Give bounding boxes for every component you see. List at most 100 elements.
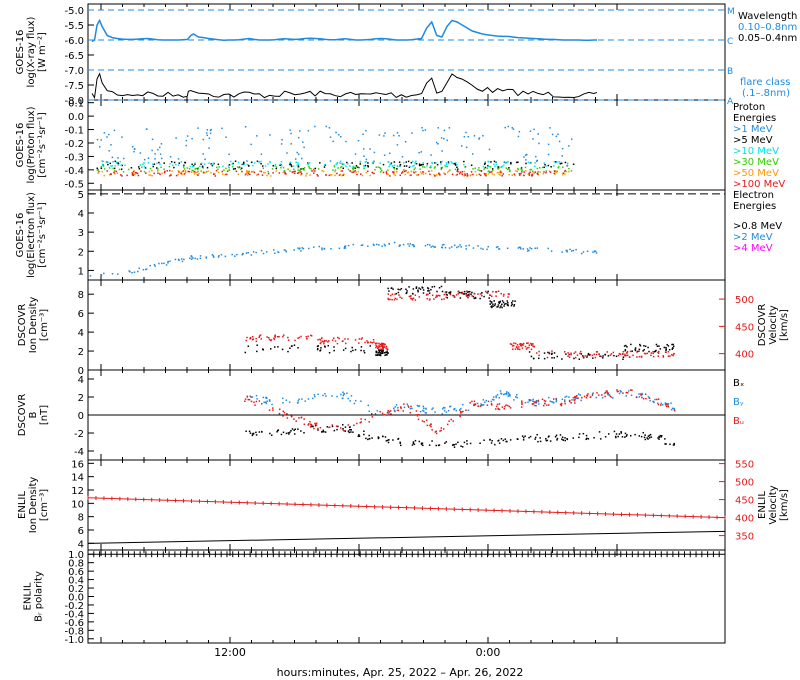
data-point	[407, 243, 409, 245]
data-point	[157, 172, 159, 175]
data-point	[328, 340, 330, 342]
data-point	[338, 247, 341, 250]
data-point	[473, 403, 476, 405]
data-point	[586, 250, 589, 252]
data-point	[667, 403, 670, 405]
data-point	[437, 294, 440, 297]
data-point	[481, 404, 483, 406]
data-point	[445, 162, 448, 164]
data-point	[458, 172, 461, 175]
data-point	[548, 396, 550, 399]
data-point	[500, 166, 502, 168]
data-point	[192, 164, 195, 167]
data-point	[186, 167, 189, 169]
data-point	[430, 154, 432, 156]
data-point	[212, 162, 215, 165]
data-point	[190, 258, 193, 260]
data-point	[183, 168, 186, 170]
y-tick-label: 10	[71, 499, 84, 510]
data-point	[367, 165, 370, 168]
data-point	[347, 397, 349, 400]
data-point	[624, 436, 626, 438]
data-point	[296, 164, 299, 167]
data-point	[587, 352, 590, 355]
data-point	[621, 353, 624, 355]
legend-entry: >5 MeV	[733, 135, 773, 146]
data-point	[415, 410, 418, 412]
data-point	[201, 165, 204, 168]
data-point	[317, 427, 319, 430]
data-point	[303, 418, 305, 420]
data-point	[312, 246, 315, 248]
data-point	[490, 400, 493, 403]
data-point	[451, 173, 454, 176]
data-point	[407, 160, 410, 163]
data-point	[570, 138, 573, 140]
data-point	[360, 421, 363, 423]
data-point	[352, 243, 355, 246]
data-point	[317, 338, 319, 341]
data-point	[434, 174, 437, 177]
y-tick-label: 4	[78, 375, 84, 386]
data-point	[521, 402, 523, 404]
data-point	[321, 247, 323, 249]
data-point	[595, 252, 598, 254]
data-point	[555, 400, 557, 403]
data-point	[564, 439, 566, 442]
data-point	[370, 413, 373, 415]
data-point	[444, 173, 446, 175]
data-point	[507, 395, 510, 397]
data-point	[284, 171, 286, 174]
legend-entry: Proton	[733, 102, 765, 113]
data-point	[619, 353, 622, 355]
data-point	[396, 144, 399, 146]
data-point	[365, 437, 367, 440]
data-point	[358, 434, 360, 436]
data-point	[555, 170, 558, 172]
y-tick-label: 14	[71, 473, 84, 484]
data-point	[326, 426, 329, 428]
data-point	[363, 433, 365, 436]
data-point	[495, 408, 497, 410]
data-point	[241, 170, 243, 173]
data-point	[655, 343, 658, 346]
data-point	[673, 353, 675, 355]
data-point	[114, 160, 117, 163]
y-tick-label: 2	[78, 393, 84, 404]
data-point	[547, 143, 550, 146]
data-point	[587, 438, 590, 440]
data-point	[503, 407, 506, 410]
data-point	[300, 171, 302, 173]
data-point	[232, 168, 235, 170]
data-point	[421, 420, 424, 422]
data-point	[323, 430, 325, 433]
legend-entry: >4 MeV	[733, 243, 773, 254]
data-point	[550, 166, 552, 168]
data-point	[131, 271, 133, 274]
data-point	[513, 344, 515, 347]
data-point	[134, 171, 137, 174]
data-point	[427, 290, 429, 292]
data-point	[412, 441, 415, 443]
data-point	[414, 299, 417, 301]
data-point	[459, 410, 462, 413]
data-point	[373, 341, 375, 343]
data-point	[525, 159, 527, 161]
data-point	[364, 161, 367, 163]
data-point	[318, 245, 321, 248]
data-point	[506, 300, 509, 302]
data-point	[486, 404, 489, 406]
data-point	[455, 409, 457, 412]
data-point	[526, 342, 528, 344]
data-point	[521, 343, 524, 346]
data-point	[383, 154, 386, 156]
data-point	[634, 347, 637, 349]
data-point	[432, 407, 434, 409]
data-point	[299, 247, 301, 250]
data-point	[234, 255, 236, 257]
data-point	[246, 171, 248, 173]
data-point	[285, 399, 288, 401]
data-point	[282, 166, 285, 169]
data-point	[572, 437, 575, 439]
data-point	[249, 395, 251, 397]
